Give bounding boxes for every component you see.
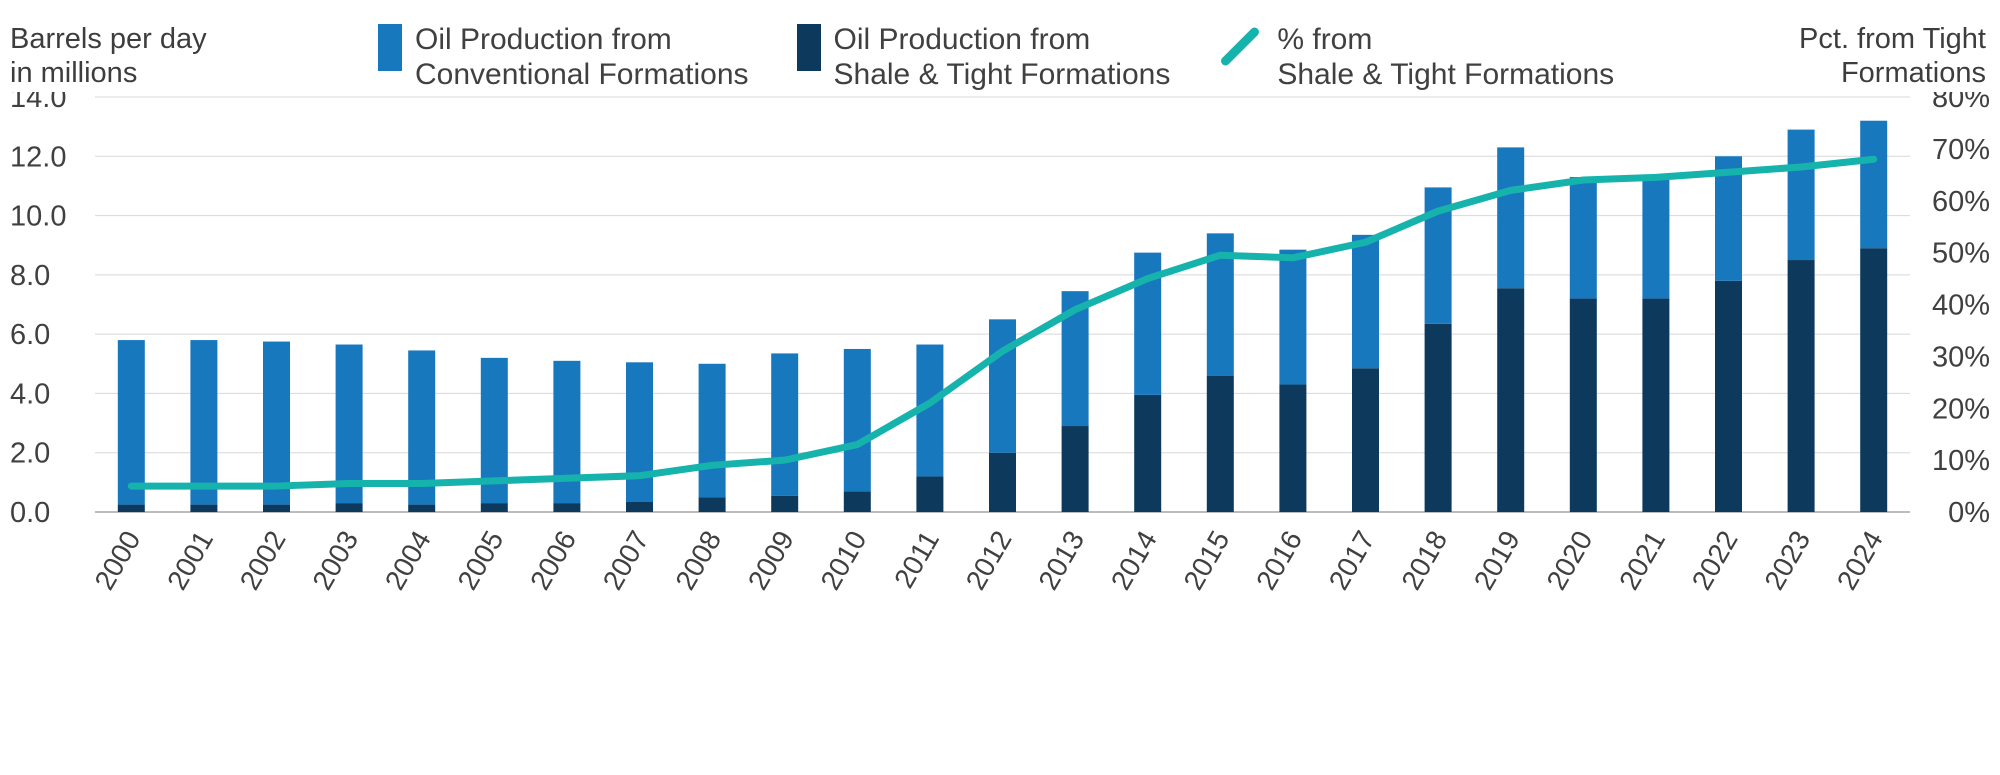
shale-bar-swatch-icon [796, 24, 821, 71]
svg-text:2012: 2012 [960, 526, 1018, 595]
svg-text:60%: 60% [1932, 186, 1990, 218]
svg-text:2024: 2024 [1831, 526, 1889, 595]
legend: Oil Production from Conventional Formati… [378, 22, 1614, 92]
svg-text:0%: 0% [1948, 497, 1990, 529]
svg-text:10.0: 10.0 [10, 201, 66, 233]
svg-text:70%: 70% [1932, 134, 1990, 166]
svg-text:80%: 80% [1932, 92, 1990, 114]
production-chart: 0.0 2.0 4.0 6.0 8.0 10.0 12.0 14.0 0% 10% 20% 30% 40… [10, 82, 1990, 595]
svg-text:2013: 2013 [1032, 526, 1090, 595]
legend-item-conventional: Oil Production from Conventional Formati… [378, 22, 749, 92]
legend-label-shale: Oil Production from Shale & Tight Format… [833, 23, 1171, 92]
svg-text:8.0: 8.0 [10, 260, 50, 292]
svg-text:2005: 2005 [452, 526, 510, 595]
legend-label-pct-line: % from Shale & Tight Formations [1277, 23, 1615, 92]
svg-text:2014: 2014 [1105, 526, 1163, 595]
svg-text:4.0: 4.0 [10, 379, 50, 411]
pct-line-mark-wrap [1218, 22, 1264, 69]
svg-text:2000: 2000 [89, 526, 147, 595]
right-axis-title: Pct. from Tight Formations [1799, 23, 1986, 90]
svg-text:6.0: 6.0 [10, 319, 50, 351]
svg-text:2004: 2004 [379, 526, 437, 595]
svg-text:2020: 2020 [1541, 526, 1599, 595]
svg-text:2022: 2022 [1686, 526, 1744, 595]
svg-text:2006: 2006 [524, 526, 582, 595]
conventional-bar-swatch-icon [378, 24, 402, 71]
svg-text:2023: 2023 [1758, 526, 1816, 595]
legend-item-shale: Oil Production from Shale & Tight Format… [796, 22, 1171, 92]
svg-text:2021: 2021 [1613, 526, 1671, 595]
chart-header: Barrels per day in millions Oil Producti… [0, 0, 2000, 92]
svg-text:12.0: 12.0 [10, 141, 66, 173]
left-axis-title: Barrels per day in millions [10, 23, 207, 90]
svg-text:10%: 10% [1932, 445, 1990, 477]
svg-text:2015: 2015 [1178, 526, 1236, 595]
svg-text:20%: 20% [1932, 393, 1990, 425]
svg-text:2008: 2008 [669, 526, 727, 595]
svg-text:2002: 2002 [234, 526, 292, 595]
svg-text:2009: 2009 [742, 526, 800, 595]
svg-text:2001: 2001 [161, 526, 219, 595]
legend-item-pct-line: % from Shale & Tight Formations [1218, 22, 1614, 92]
svg-text:0.0: 0.0 [10, 497, 50, 529]
svg-text:50%: 50% [1932, 238, 1990, 270]
svg-text:2007: 2007 [597, 526, 655, 595]
svg-text:2019: 2019 [1468, 526, 1526, 595]
legend-label-conventional: Oil Production from Conventional Formati… [415, 23, 749, 92]
svg-text:2018: 2018 [1395, 526, 1453, 595]
svg-text:2017: 2017 [1323, 526, 1381, 595]
pct-line-mark-icon [1219, 25, 1262, 68]
svg-text:14.0: 14.0 [10, 92, 66, 114]
svg-text:30%: 30% [1932, 342, 1990, 374]
svg-text:2010: 2010 [815, 526, 873, 595]
svg-text:2016: 2016 [1250, 526, 1308, 595]
svg-text:2003: 2003 [306, 526, 364, 595]
svg-text:40%: 40% [1932, 290, 1990, 322]
svg-text:2011: 2011 [888, 526, 945, 594]
svg-text:2.0: 2.0 [10, 438, 50, 470]
